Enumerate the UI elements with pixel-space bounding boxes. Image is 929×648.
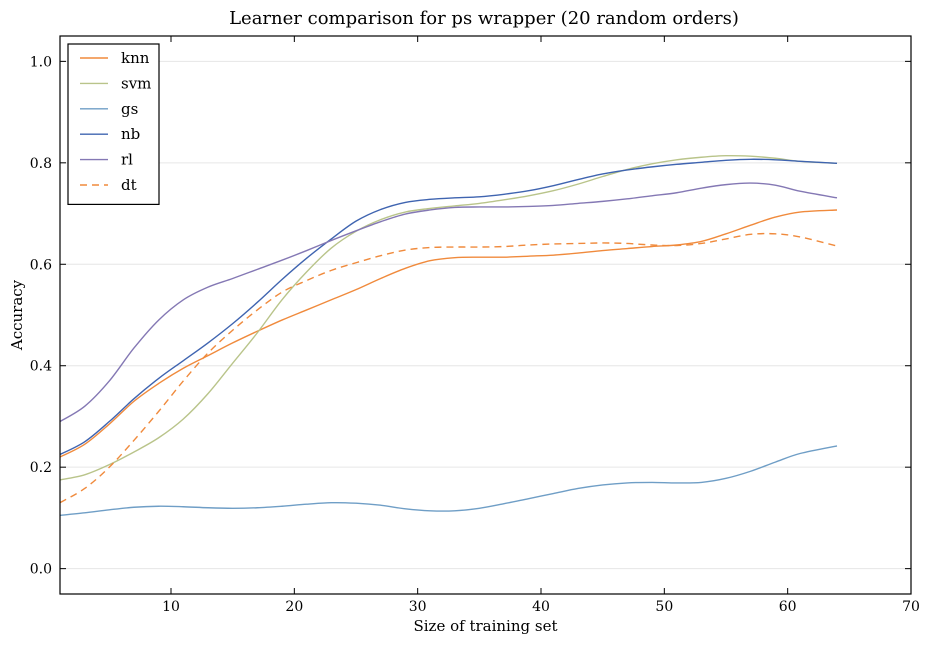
legend-label-svm: svm	[121, 74, 151, 92]
series-line-svm	[59, 154, 838, 481]
legend-label-rl: rl	[121, 151, 133, 169]
legend: knn svm gs nb rl dt	[67, 43, 160, 205]
x-tick-label: 40	[532, 599, 550, 615]
series-line-dt	[59, 232, 838, 504]
y-tick-label: 0.2	[30, 460, 52, 476]
x-tick-label: 10	[162, 599, 180, 615]
legend-label-knn: knn	[121, 49, 150, 67]
y-axis-label: Accuracy	[8, 279, 26, 351]
y-tick-label: 0.8	[30, 156, 52, 172]
series-line-knn	[59, 209, 838, 458]
series-line-gs	[59, 445, 838, 517]
x-tick-label: 70	[902, 599, 920, 615]
legend-box	[67, 43, 160, 205]
y-tick-label: 0.0	[30, 562, 52, 578]
chart-title: Learner comparison for ps wrapper (20 ra…	[229, 8, 739, 29]
y-tick-label: 1.0	[30, 54, 52, 70]
series-lines	[59, 154, 838, 517]
series-line-nb	[59, 158, 838, 456]
plot-frame	[59, 35, 912, 595]
x-axis-label: Size of training set	[413, 617, 557, 635]
x-tick-label: 60	[779, 599, 797, 615]
legend-label-gs: gs	[121, 100, 138, 118]
x-tick-label: 30	[409, 599, 427, 615]
grid-lines	[60, 60, 911, 570]
x-tick-label: 20	[285, 599, 303, 615]
y-tick-label: 0.4	[30, 359, 52, 375]
series-line-rl	[59, 182, 838, 423]
legend-label-nb: nb	[121, 125, 140, 143]
y-tick-label: 0.6	[30, 257, 52, 273]
axis-ticks: 0.0 0.2 0.4 0.6 0.8 1.0 10 20 30 40 50 60 70	[30, 36, 920, 615]
legend-label-dt: dt	[121, 176, 137, 194]
x-tick-label: 50	[655, 599, 673, 615]
